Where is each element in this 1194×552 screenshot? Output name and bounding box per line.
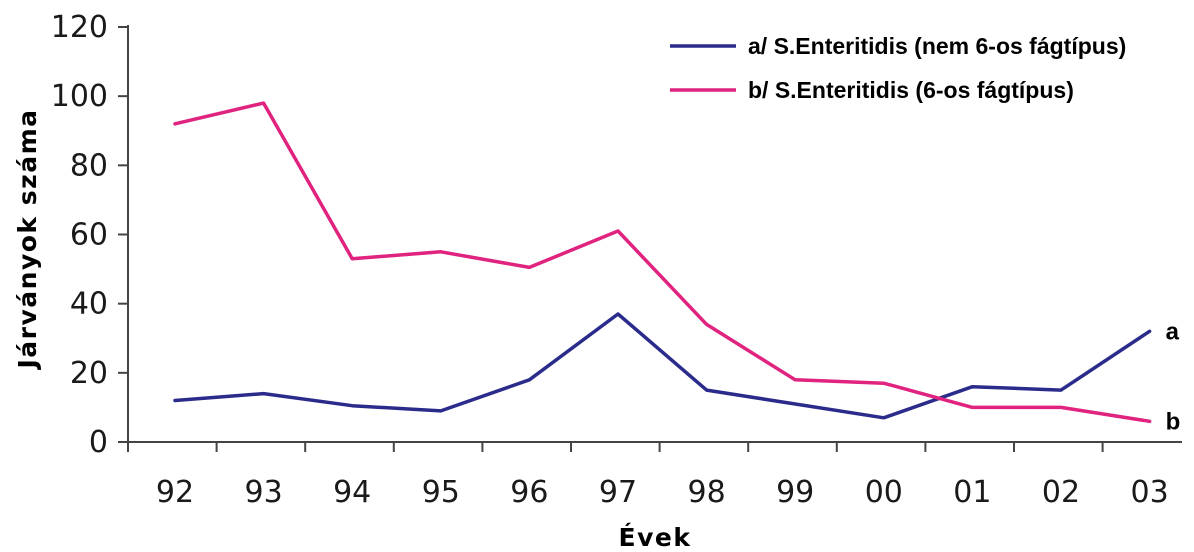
x-tick-label: 03 — [1131, 475, 1169, 510]
x-tick-label: 92 — [156, 475, 194, 510]
y-tick-label: 0 — [89, 425, 108, 460]
series-end-label: a — [1166, 318, 1180, 345]
y-axis-ticks: 0 20 40 60 80 100 120 — [51, 10, 128, 460]
y-tick-label: 80 — [70, 148, 108, 183]
y-tick-label: 60 — [70, 218, 108, 253]
x-tick-label: 94 — [333, 475, 371, 510]
x-tick-label: 99 — [776, 475, 814, 510]
legend-label: b/ S.Enteritidis (6-os fágtípus) — [748, 77, 1074, 103]
y-tick-label: 120 — [51, 10, 108, 45]
x-axis-title: Évek — [619, 523, 692, 552]
x-tick-label: 98 — [688, 475, 726, 510]
y-axis-title: Járványok száma — [13, 109, 42, 371]
legend: a/ S.Enteritidis (nem 6-os fágtípus) b/ S… — [670, 33, 1126, 103]
x-tick-label: 95 — [422, 475, 460, 510]
x-axis-ticks: 92 93 94 95 96 97 98 99 00 01 02 03 — [127, 442, 1169, 510]
x-tick-label: 96 — [510, 475, 548, 510]
legend-label: a/ S.Enteritidis (nem 6-os fágtípus) — [748, 33, 1126, 59]
y-tick-label: 20 — [70, 356, 108, 391]
series-line-a — [173, 312, 1152, 420]
x-tick-label: 01 — [953, 475, 991, 510]
x-tick-label: 02 — [1042, 475, 1080, 510]
x-tick-label: 00 — [865, 475, 903, 510]
series-end-label: b — [1166, 408, 1181, 435]
series-layer: ab — [173, 101, 1181, 435]
series-line-b — [173, 101, 1152, 424]
y-tick-label: 100 — [51, 79, 108, 114]
y-tick-label: 40 — [70, 287, 108, 322]
x-tick-label: 97 — [599, 475, 637, 510]
x-tick-label: 93 — [245, 475, 283, 510]
